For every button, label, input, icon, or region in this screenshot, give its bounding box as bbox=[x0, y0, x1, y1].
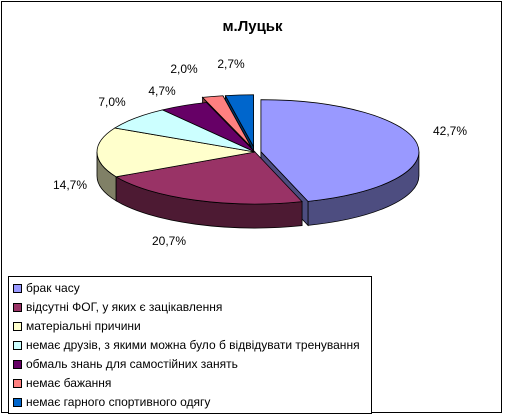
pie-chart: 42,7% 20,7% 14,7% 7,0% 4,7% 2,0% 2,7% bbox=[53, 57, 467, 248]
legend-label: матеріальні причини bbox=[26, 319, 141, 333]
legend-swatch bbox=[13, 283, 22, 293]
legend-item-obmal-znan: обмаль знань для самостійних занять bbox=[13, 355, 238, 373]
legend-label: відсутні ФОГ, у яких є зацікавлення bbox=[26, 300, 223, 314]
data-label: 4,7% bbox=[148, 84, 176, 98]
legend: брак часу відсутні ФОГ, у яких є зацікав… bbox=[8, 276, 372, 414]
legend-label: немає гарного спортивного одягу bbox=[26, 395, 211, 409]
pie-slice-4 bbox=[161, 102, 256, 153]
pie-tops bbox=[96, 94, 420, 205]
chart-title: м.Луцьк bbox=[222, 18, 283, 35]
pie-slice-2 bbox=[96, 127, 256, 178]
legend-swatch bbox=[13, 359, 22, 369]
legend-item-nemae-bazhannia: немає бажання bbox=[13, 374, 111, 392]
legend-swatch bbox=[13, 397, 22, 407]
legend-swatch bbox=[13, 302, 22, 312]
legend-label: немає друзів, з якими можна було б відві… bbox=[26, 338, 360, 352]
legend-swatch bbox=[13, 340, 22, 350]
legend-label: немає бажання bbox=[26, 376, 112, 390]
data-label: 20,7% bbox=[152, 234, 186, 248]
pie-slice-5 bbox=[201, 95, 252, 148]
data-label: 42,7% bbox=[433, 124, 467, 138]
legend-item-nemae-odiahu: немає гарного спортивного одягу bbox=[13, 393, 210, 411]
pie-slice-6 bbox=[224, 94, 254, 147]
data-label: 7,0% bbox=[98, 95, 126, 109]
legend-item-nemae-druziv: немає друзів, з якими можна було б відві… bbox=[13, 336, 360, 354]
legend-label: брак часу bbox=[26, 281, 80, 295]
data-label: 14,7% bbox=[53, 178, 87, 192]
data-label: 2,7% bbox=[217, 57, 245, 71]
legend-swatch bbox=[13, 321, 22, 331]
legend-swatch bbox=[13, 378, 22, 388]
data-label: 2,0% bbox=[170, 62, 198, 76]
pie-labels: 42,7% 20,7% 14,7% 7,0% 4,7% 2,0% 2,7% bbox=[53, 57, 467, 248]
legend-item-brak-chasu: брак часу bbox=[13, 279, 80, 297]
pie-slice-1 bbox=[115, 151, 303, 205]
legend-label: обмаль знань для самостійних занять bbox=[26, 357, 238, 371]
legend-item-vidsutni-fog: відсутні ФОГ, у яких є зацікавлення bbox=[13, 298, 222, 316]
legend-item-materialni-prychyny: матеріальні причини bbox=[13, 317, 141, 335]
pie-slice-0 bbox=[260, 99, 420, 202]
